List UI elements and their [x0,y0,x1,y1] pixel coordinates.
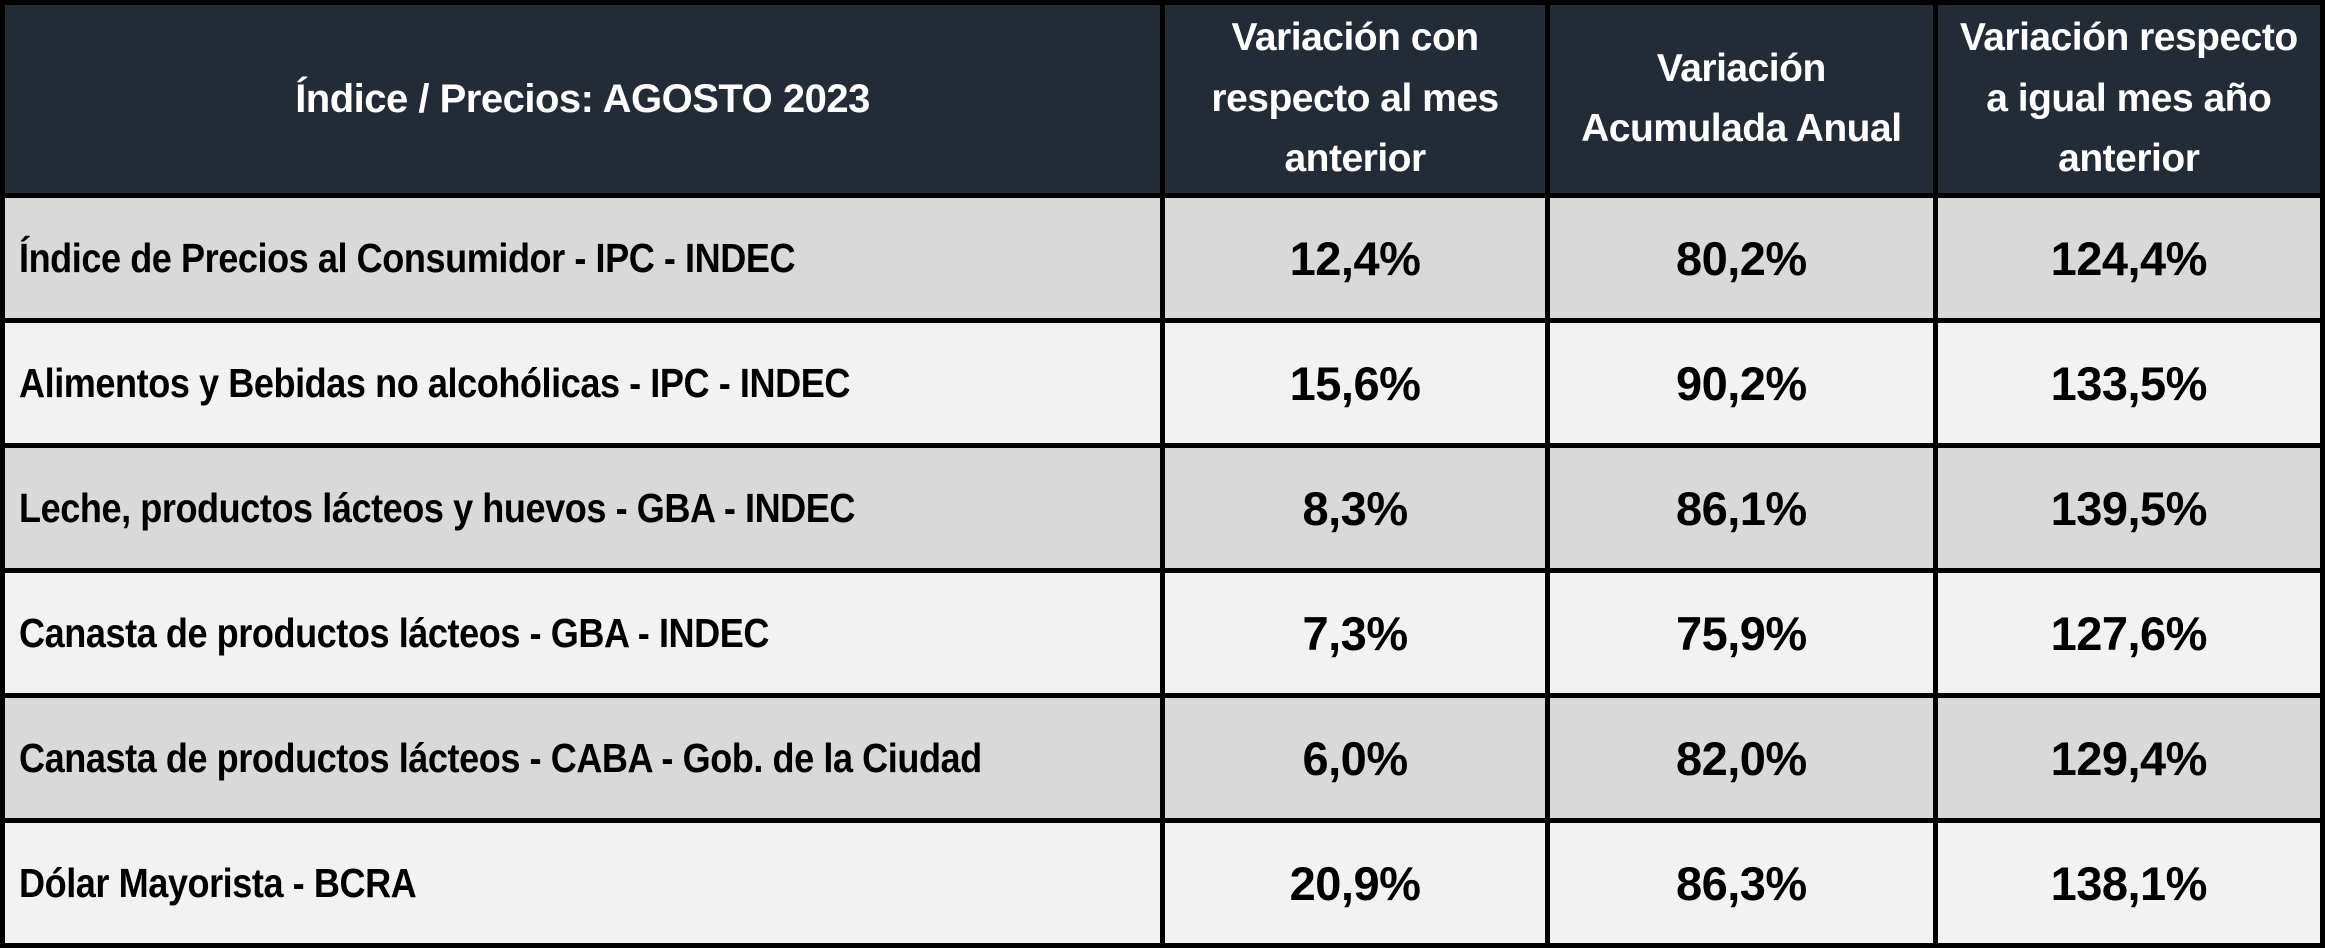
value-cell: 75,9% [1545,568,1938,698]
row-label-alimentos-bebidas: Alimentos y Bebidas no alcohólicas - IPC… [0,318,1165,448]
row-label-leche-lacteos-huevos: Leche, productos lácteos y huevos - GBA … [0,443,1165,573]
header-accumulated-annual: Variación Acumulada Anual [1545,0,1938,198]
header-monthly-variation: Variación con respecto al mes anterior [1159,0,1551,198]
value-cell: 8,3% [1159,443,1551,573]
table-row: Canasta de productos lácteos - CABA - Go… [0,693,2325,823]
table-row: Alimentos y Bebidas no alcohólicas - IPC… [0,318,2325,448]
value-cell: 86,3% [1545,818,1938,948]
row-label-dolar-mayorista: Dólar Mayorista - BCRA [0,818,1165,948]
value-cell: 124,4% [1932,193,2325,323]
row-label-text: Leche, productos lácteos y huevos - GBA … [19,484,856,531]
value-cell: 129,4% [1932,693,2325,823]
table-row: Canasta de productos lácteos - GBA - IND… [0,568,2325,698]
value-cell: 6,0% [1159,693,1551,823]
row-label-text: Dólar Mayorista - BCRA [19,859,417,906]
table-row: Dólar Mayorista - BCRA 20,9% 86,3% 138,1… [0,818,2325,948]
table-title-cell: Índice / Precios: AGOSTO 2023 [0,0,1165,198]
row-label-ipc-indec: Índice de Precios al Consumidor - IPC - … [0,193,1165,323]
row-label-text: Índice de Precios al Consumidor - IPC - … [19,234,796,281]
value-cell: 138,1% [1932,818,2325,948]
value-cell: 133,5% [1932,318,2325,448]
value-cell: 80,2% [1545,193,1938,323]
value-cell: 7,3% [1159,568,1551,698]
row-label-text: Canasta de productos lácteos - GBA - IND… [19,609,770,656]
value-cell: 127,6% [1932,568,2325,698]
row-label-text: Alimentos y Bebidas no alcohólicas - IPC… [19,359,850,406]
table-header-row: Índice / Precios: AGOSTO 2023 Variación … [0,0,2325,198]
value-cell: 86,1% [1545,443,1938,573]
value-cell: 82,0% [1545,693,1938,823]
table-row: Índice de Precios al Consumidor - IPC - … [0,193,2325,323]
header-year-over-year: Variación respecto a igual mes año anter… [1932,0,2325,198]
value-cell: 15,6% [1159,318,1551,448]
value-cell: 90,2% [1545,318,1938,448]
value-cell: 139,5% [1932,443,2325,573]
row-label-canasta-gba: Canasta de productos lácteos - GBA - IND… [0,568,1165,698]
value-cell: 12,4% [1159,193,1551,323]
row-label-text: Canasta de productos lácteos - CABA - Go… [19,734,982,781]
row-label-canasta-caba: Canasta de productos lácteos - CABA - Go… [0,693,1165,823]
table-row: Leche, productos lácteos y huevos - GBA … [0,443,2325,573]
value-cell: 20,9% [1159,818,1551,948]
